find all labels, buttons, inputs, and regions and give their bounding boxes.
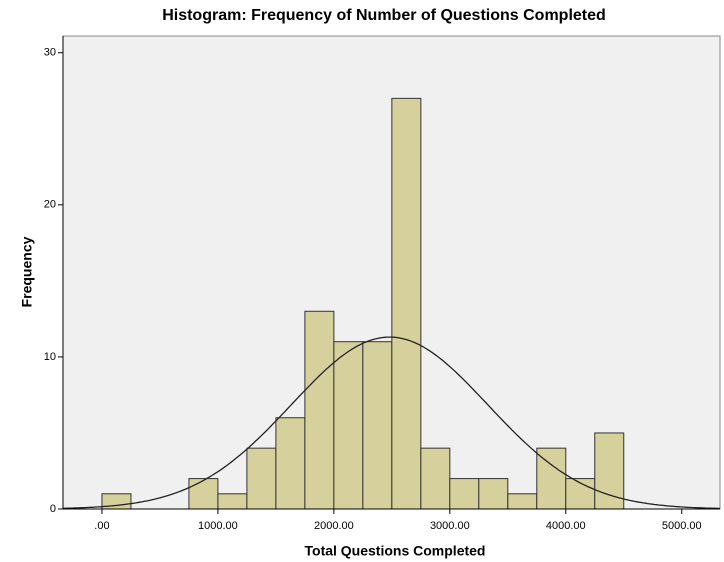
bar	[478, 478, 509, 510]
bar	[507, 493, 538, 510]
x-tick-label: 1000.00	[198, 520, 238, 532]
x-axis-label: Total Questions Completed	[305, 543, 486, 559]
x-tick-label: 3000.00	[430, 520, 470, 532]
y-tick-label: 0	[50, 503, 56, 515]
y-tick-label: 10	[44, 351, 56, 363]
bar	[449, 478, 480, 510]
bar	[391, 97, 422, 510]
y-tick-label: 20	[44, 199, 56, 211]
x-tick-label: .00	[94, 520, 109, 532]
bar	[362, 341, 393, 510]
y-axis-label: Frequency	[19, 236, 35, 307]
x-tick-label: 2000.00	[314, 520, 354, 532]
bar	[217, 493, 248, 510]
x-tick-label: 4000.00	[546, 520, 586, 532]
bar	[304, 310, 335, 510]
bar	[246, 447, 277, 510]
bar	[275, 417, 306, 510]
bar	[333, 341, 364, 510]
y-tick-label: 30	[44, 47, 56, 59]
bar	[420, 447, 451, 510]
chart-title: Histogram: Frequency of Number of Questi…	[162, 7, 606, 24]
normal-curve	[63, 336, 720, 510]
bar	[188, 478, 219, 510]
x-tick-label: 5000.00	[662, 520, 702, 532]
